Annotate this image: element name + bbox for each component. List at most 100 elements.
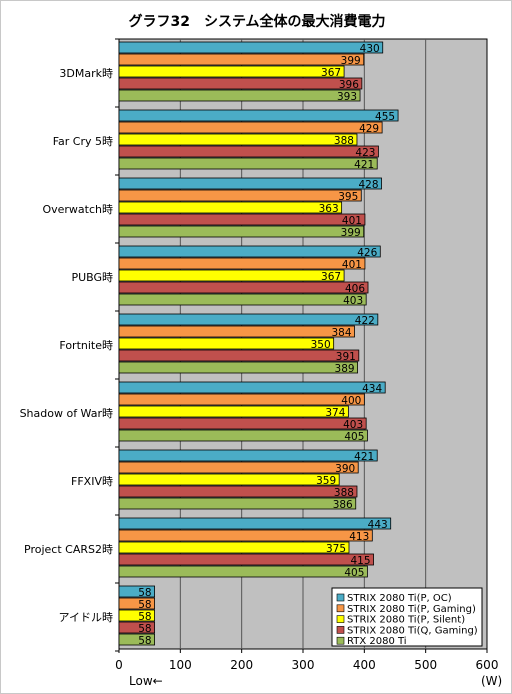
x-tick-label: 200 <box>230 658 253 672</box>
legend-entry: STRIX 2080 Ti(Q, Gaming) <box>347 625 478 636</box>
data-label: 58 <box>138 587 151 599</box>
data-label: 350 <box>311 339 331 351</box>
category-label: Fortnite時 <box>59 339 113 352</box>
bar <box>118 293 367 306</box>
bar <box>118 361 358 374</box>
x-axis-low-label: Low← <box>129 674 163 688</box>
data-label: 374 <box>325 407 345 419</box>
legend-box <box>331 587 483 647</box>
bar <box>118 609 155 622</box>
bar <box>118 585 155 598</box>
bar <box>118 337 335 350</box>
bar <box>118 497 357 510</box>
data-label: 413 <box>349 531 369 543</box>
bar <box>118 381 386 394</box>
x-tick-label: 400 <box>353 658 376 672</box>
bar <box>118 257 366 270</box>
bar <box>118 597 155 610</box>
data-label: 375 <box>326 543 346 555</box>
data-label: 415 <box>350 555 370 567</box>
bar <box>118 41 384 54</box>
bar <box>118 517 392 530</box>
bar <box>118 449 378 462</box>
legend-entry: STRIX 2080 Ti(P, Gaming) <box>347 604 476 615</box>
category-label: アイドル時 <box>59 611 113 624</box>
data-label: 363 <box>319 203 339 215</box>
data-label: 390 <box>335 463 355 475</box>
legend-entry: STRIX 2080 Ti(P, Silent) <box>347 615 465 626</box>
data-label: 396 <box>339 79 359 91</box>
data-label: 58 <box>138 599 151 611</box>
bar <box>118 213 366 226</box>
data-label: 443 <box>368 519 388 531</box>
data-label: 401 <box>342 259 362 271</box>
bar <box>118 109 399 122</box>
bar <box>118 269 345 282</box>
bar <box>118 121 383 134</box>
data-label: 405 <box>344 567 364 579</box>
x-tick-label: 0 <box>115 658 123 672</box>
data-label: 401 <box>342 215 362 227</box>
data-label: 359 <box>316 475 336 487</box>
data-label: 455 <box>375 111 395 123</box>
data-label: 403 <box>343 419 363 431</box>
category-label: Project CARS2時 <box>24 543 113 556</box>
data-label: 386 <box>333 499 353 511</box>
legend: STRIX 2080 Ti(P, OC)STRIX 2080 Ti(P, Gam… <box>331 587 483 647</box>
bar <box>118 529 373 542</box>
data-label: 434 <box>362 383 382 395</box>
data-label: 367 <box>321 67 341 79</box>
bar <box>118 417 367 430</box>
legend-swatch <box>336 636 345 645</box>
data-label: 393 <box>337 91 357 103</box>
bar <box>118 145 379 158</box>
data-label: 58 <box>138 611 151 623</box>
bar <box>118 485 358 498</box>
data-label: 406 <box>345 283 365 295</box>
x-tick-label: 300 <box>292 658 315 672</box>
bar <box>118 65 345 78</box>
bar <box>118 405 349 418</box>
data-label: 403 <box>343 295 363 307</box>
legend-swatch <box>336 626 345 634</box>
bar <box>118 133 358 146</box>
bar <box>118 553 374 566</box>
bar <box>118 225 365 238</box>
bar <box>118 201 343 214</box>
legend-entry: STRIX 2080 Ti(P, OC) <box>347 593 452 604</box>
data-label: 400 <box>341 395 361 407</box>
x-tick-label: 100 <box>169 658 192 672</box>
data-label: 399 <box>341 55 361 67</box>
legend-entry: RTX 2080 Ti <box>347 636 407 647</box>
category-label: Far Cry 5時 <box>53 135 113 148</box>
legend-swatch <box>336 593 345 602</box>
data-label: 367 <box>321 271 341 283</box>
legend-swatch <box>336 604 345 613</box>
bar <box>118 281 369 294</box>
x-tick-label: 600 <box>476 658 499 672</box>
legend-swatch <box>336 615 345 623</box>
bar <box>118 461 359 474</box>
data-label: 389 <box>335 363 355 375</box>
bars <box>118 41 399 646</box>
data-label: 384 <box>331 327 351 339</box>
data-label: 430 <box>360 43 380 55</box>
data-label: 426 <box>357 247 377 259</box>
data-label: 388 <box>334 487 354 499</box>
bar <box>118 325 355 338</box>
data-label: 421 <box>354 451 374 463</box>
category-label: PUBG時 <box>71 271 113 284</box>
category-label: Shadow of War時 <box>20 407 113 420</box>
bar <box>118 621 155 634</box>
bar <box>118 245 381 258</box>
bar <box>118 633 155 646</box>
data-label: 395 <box>338 191 358 203</box>
bar <box>118 393 365 406</box>
data-label: 429 <box>359 123 379 135</box>
chart-title: グラフ32 システム全体の最大消費電力 <box>128 13 385 30</box>
data-label: 405 <box>344 431 364 443</box>
x-axis-unit-label: (W) <box>481 674 502 688</box>
data-label: 428 <box>358 179 378 191</box>
